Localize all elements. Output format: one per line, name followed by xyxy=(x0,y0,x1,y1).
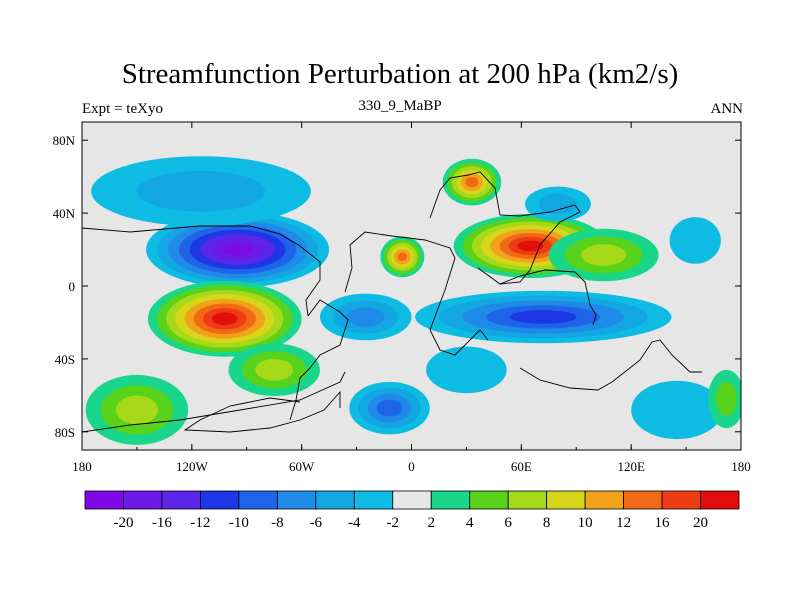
y-tick-label: 0 xyxy=(69,279,76,294)
x-tick-label: 180 xyxy=(731,459,751,474)
colorbar-label: -12 xyxy=(190,515,210,531)
colorbar-box xyxy=(469,490,509,510)
coastline-south-america xyxy=(289,299,349,421)
colorbar-box xyxy=(84,490,124,510)
colorbar-label: -6 xyxy=(310,515,323,531)
contour-center-13-level-2 xyxy=(538,193,578,215)
colorbar-label: -2 xyxy=(387,515,400,531)
colorbar-box xyxy=(623,490,663,510)
contour-center-5-level-6 xyxy=(465,177,479,188)
contour-center-3-level-3 xyxy=(115,395,159,425)
colorbar-box xyxy=(353,490,394,510)
y-tick-label: 40S xyxy=(55,352,75,367)
contour-center-6-level-8 xyxy=(517,240,544,252)
coastline-antarctic xyxy=(82,371,346,433)
x-tick-label: 0 xyxy=(408,459,415,474)
coastline-greenland xyxy=(183,390,341,433)
colorbar-label: 6 xyxy=(504,515,512,531)
contour-center-1-level-2 xyxy=(136,170,266,212)
colorbar-box xyxy=(661,490,701,510)
colorbar-box xyxy=(161,490,201,510)
contour-center-9-level-5 xyxy=(510,310,577,324)
colorbar-box xyxy=(584,490,624,510)
x-tick-label: 60W xyxy=(289,459,315,474)
coastline-layer xyxy=(82,171,702,433)
contour-center-15-level-1 xyxy=(631,380,723,440)
contour-center-16-level-2 xyxy=(715,381,738,416)
colorbar-box xyxy=(392,490,432,510)
contour-center-2-level-8 xyxy=(211,312,238,326)
contour-center-0-level-8 xyxy=(222,243,253,256)
contour-center-4-level-3 xyxy=(255,359,294,381)
axis-ticks: 180 120W 60W 0 60E 120E 180 80N 40N 0 40S 80S xyxy=(53,122,751,474)
contour-center-10-level-3 xyxy=(346,307,385,327)
colorbar-label: -4 xyxy=(348,515,361,531)
contour-center-11-level-4 xyxy=(376,399,403,417)
colorbar-box xyxy=(200,490,240,510)
coastline-south-asia xyxy=(499,269,597,326)
x-tick-label: 180 xyxy=(72,459,92,474)
colorbar-label: 16 xyxy=(655,515,671,531)
y-tick-label: 80N xyxy=(53,133,76,148)
y-tick-label: 40N xyxy=(53,206,76,221)
colorbar-box xyxy=(238,490,278,510)
contour-center-14-level-1 xyxy=(669,217,721,264)
chart-title: Streamfunction Perturbation at 200 hPa (… xyxy=(121,58,679,90)
colorbar-label: 12 xyxy=(616,515,631,531)
colorbar-label: 20 xyxy=(693,515,708,531)
contour-fill-layer xyxy=(85,156,741,445)
colorbar-box xyxy=(700,490,740,510)
colorbar-box xyxy=(546,490,586,510)
x-tick-label: 120E xyxy=(617,459,645,474)
contour-center-12-level-1 xyxy=(426,346,507,394)
x-tick-label: 120W xyxy=(176,459,209,474)
colorbar-box xyxy=(315,490,355,510)
contour-center-7-level-6 xyxy=(397,252,408,262)
colorbar-box xyxy=(123,490,163,510)
contour-center-8-level-3 xyxy=(581,244,627,266)
season-label: ANN xyxy=(710,101,744,117)
colorbar-box xyxy=(276,490,317,510)
colorbar-label: 8 xyxy=(543,515,551,531)
colorbar-label: -16 xyxy=(152,515,172,531)
experiment-label: Expt = teXyo xyxy=(82,101,163,117)
y-tick-label: 80S xyxy=(55,425,75,440)
coastline-australia xyxy=(519,339,702,391)
case-label: 330_9_MaBP xyxy=(358,98,442,114)
colorbar-label: 4 xyxy=(466,515,474,531)
coastline-africa xyxy=(344,231,489,356)
colorbar-label: -10 xyxy=(229,515,249,531)
colorbar-label: -8 xyxy=(271,515,284,531)
colorbar-box xyxy=(430,490,471,510)
colorbar-label: 2 xyxy=(427,515,435,531)
x-tick-label: 60E xyxy=(511,459,532,474)
colorbar-box xyxy=(507,490,548,510)
colorbar-label: 10 xyxy=(578,515,593,531)
colorbar-label: -20 xyxy=(113,515,133,531)
coastline-north-america xyxy=(82,225,321,317)
